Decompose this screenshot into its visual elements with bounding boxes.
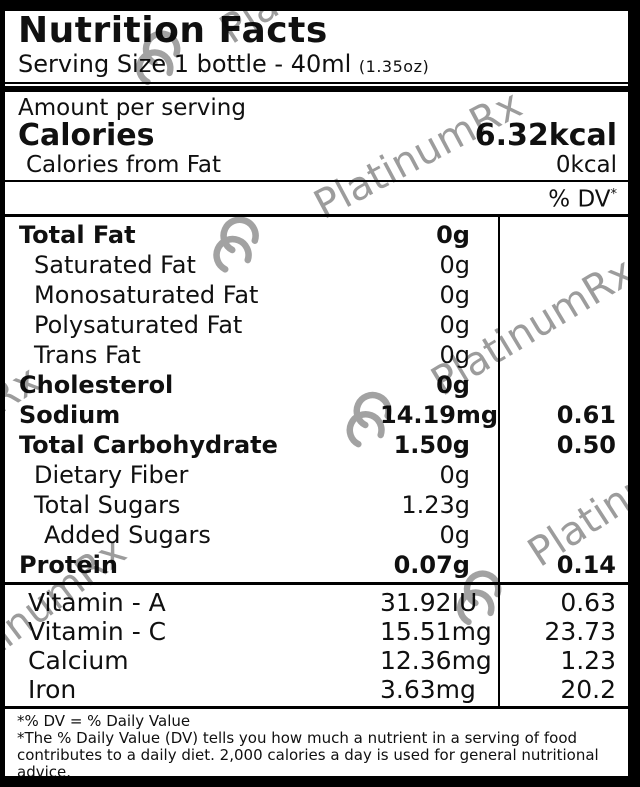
nutrient-label: Dietary Fiber [34, 460, 189, 489]
nutrient-dv [498, 279, 628, 310]
footnote-dv-definition: *% DV = % Daily Value [17, 711, 191, 730]
nutrient-label: Added Sugars [44, 520, 211, 549]
calories-row: Calories 6.32kcal [5, 120, 628, 152]
nutrient-amount: 0g [436, 220, 470, 249]
nutrient-dv [498, 216, 628, 250]
serving-size-oz: (1.35oz) [358, 57, 430, 76]
nutrient-amount: 1.50g [393, 430, 470, 459]
nutrient-dv: 0.50 [498, 429, 628, 460]
table-row: Saturated Fat 0g [5, 249, 628, 280]
calories-from-fat-label: Calories from Fat [26, 152, 221, 178]
footnote-block: *% DV = % Daily Value *The % Daily Value… [5, 709, 628, 776]
nutrient-label: Total Sugars [34, 490, 181, 519]
vitamin-label: Calcium [28, 645, 129, 675]
divider [5, 705, 628, 709]
table-row: Polysaturated Fat 0g [5, 309, 628, 340]
table-row: Total Carbohydrate 1.50g 0.50 [5, 429, 628, 460]
divider [5, 581, 628, 585]
nutrient-label: Total Carbohydrate [19, 430, 278, 459]
nutrient-amount: 14.19mg [380, 400, 499, 429]
nutrient-dv: 0.14 [498, 549, 628, 582]
amount-per-serving-label: Amount per serving [18, 95, 246, 121]
nutrient-label: Polysaturated Fat [34, 310, 243, 339]
calories-value: 6.32kcal [474, 118, 617, 153]
nutrient-amount: 0g [439, 460, 470, 489]
table-row: Added Sugars 0g [5, 519, 628, 550]
vitamin-amount: 31.92IU [380, 587, 478, 617]
vitamin-amount: 3.63mg [380, 674, 476, 704]
calories-from-fat-row: Calories from Fat 0kcal [5, 152, 628, 180]
nutrient-dv [498, 339, 628, 370]
serving-size-line: Serving Size 1 bottle - 40ml (1.35oz) [5, 51, 628, 80]
nutrient-dv [498, 489, 628, 520]
calories-from-fat-value: 0kcal [555, 152, 617, 178]
vitamin-amount: 15.51mg [380, 616, 492, 646]
nutrient-amount: 0g [439, 280, 470, 309]
footnote-dv-explanation: *The % Daily Value (DV) tells you how mu… [17, 728, 599, 776]
nutrient-dv [498, 369, 628, 400]
nutrient-dv [498, 519, 628, 550]
table-row: Total Fat 0g [5, 216, 628, 250]
table-row: Protein 0.07g 0.14 [5, 549, 628, 582]
nutrient-amount: 0g [436, 370, 470, 399]
table-row: Monosaturated Fat 0g [5, 279, 628, 310]
dv-column-header: % DV* [5, 182, 628, 214]
divider [5, 213, 628, 217]
table-row: Cholesterol 0g [5, 369, 628, 400]
serving-size-text: Serving Size 1 bottle - 40ml [18, 50, 352, 78]
page-title: Nutrition Facts [18, 11, 328, 51]
table-row: Total Sugars 1.23g [5, 489, 628, 520]
dv-header-text: % DV [548, 186, 611, 213]
table-row: Vitamin - A 31.92IU 0.63 [5, 584, 628, 617]
table-row: Dietary Fiber 0g [5, 459, 628, 490]
vitamin-dv: 23.73 [498, 616, 628, 646]
nutrient-dv [498, 459, 628, 490]
nutrient-label: Sodium [19, 400, 121, 429]
nutrient-amount: 0g [439, 310, 470, 339]
table-row: Vitamin - C 15.51mg 23.73 [5, 616, 628, 646]
nutrient-amount: 0g [439, 520, 470, 549]
vitamin-dv: 1.23 [498, 645, 628, 675]
divider-thick [5, 86, 628, 92]
nutrient-label: Cholesterol [19, 370, 174, 399]
divider [5, 82, 628, 84]
nutrient-dv [498, 249, 628, 280]
vitamin-label: Vitamin - C [28, 616, 167, 646]
divider [5, 180, 628, 182]
nutrient-amount: 0g [439, 340, 470, 369]
table-row: Iron 3.63mg 20.2 [5, 674, 628, 706]
nutrient-label: Saturated Fat [34, 250, 196, 279]
calories-label: Calories [18, 118, 155, 153]
nutrient-label: Monosaturated Fat [34, 280, 259, 309]
nutrition-facts-panel: Nutrition Facts Serving Size 1 bottle - … [5, 11, 628, 776]
table-row: Sodium 14.19mg 0.61 [5, 399, 628, 430]
vitamin-amount: 12.36mg [380, 645, 492, 675]
table-row: Trans Fat 0g [5, 339, 628, 370]
nutrient-amount: 0g [439, 250, 470, 279]
vitamin-label: Iron [28, 674, 77, 704]
nutrient-amount: 1.23g [401, 490, 470, 519]
vitamins-section: Vitamin - A 31.92IU 0.63 Vitamin - C 15.… [5, 584, 628, 706]
vitamin-dv: 0.63 [498, 584, 628, 617]
vitamin-label: Vitamin - A [28, 587, 166, 617]
vitamin-dv: 20.2 [498, 674, 628, 706]
nutrient-dv: 0.61 [498, 399, 628, 430]
table-row: Calcium 12.36mg 1.23 [5, 645, 628, 675]
nutrient-label: Trans Fat [34, 340, 141, 369]
nutrient-amount: 0.07g [393, 550, 470, 579]
nutrient-label: Total Fat [19, 220, 136, 249]
nutrient-dv [498, 309, 628, 340]
nutrient-label: Protein [19, 550, 118, 579]
dv-header-asterisk: * [610, 187, 618, 202]
nutrients-section: Total Fat 0g Saturated Fat 0g Monosatura… [5, 216, 628, 582]
